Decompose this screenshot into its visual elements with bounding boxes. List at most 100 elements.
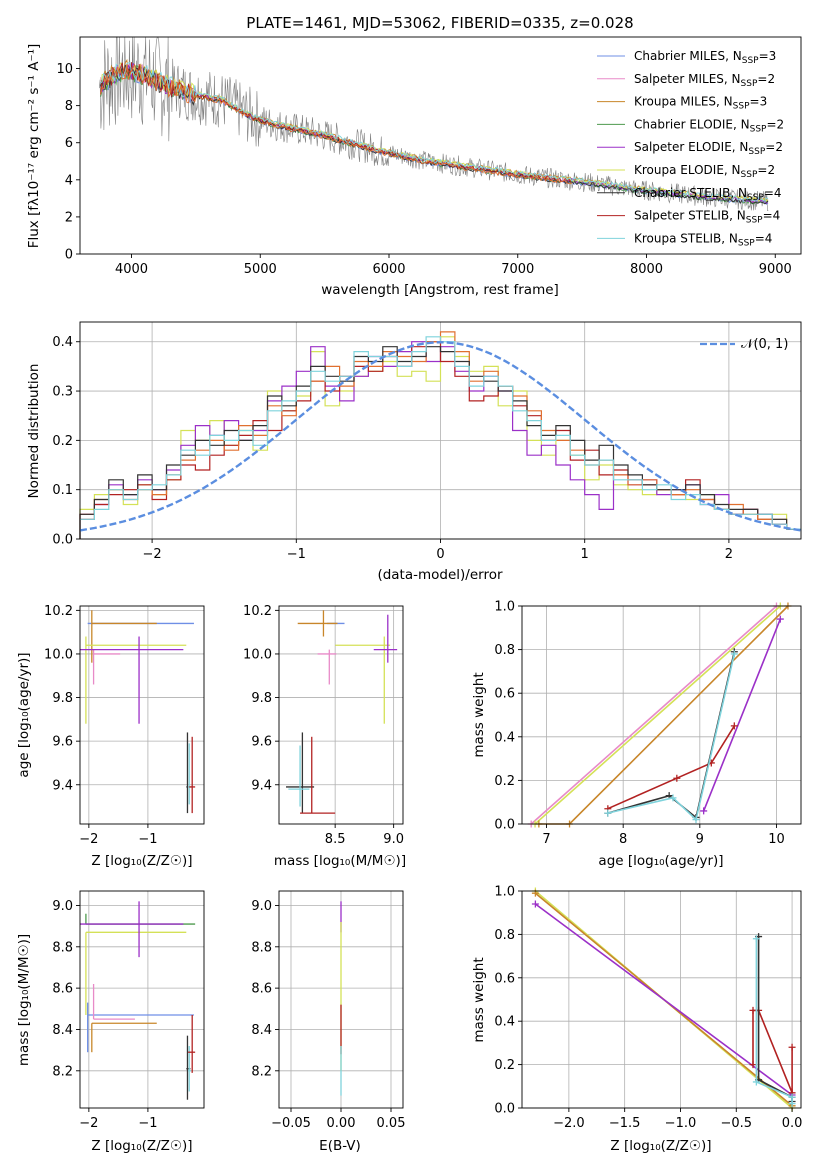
y-tick-label: 9.6: [251, 735, 272, 750]
x-tick-label: −1: [138, 1116, 157, 1131]
x-tick-label: −2: [79, 1116, 98, 1131]
age-vs-z-grid: [80, 606, 204, 824]
y-tick-label: 10.0: [44, 647, 73, 662]
mass-vs-z-frame: [79, 890, 205, 1109]
weight-vs-age-y-label: mass weight: [471, 672, 487, 757]
y-tick-label: 0.4: [494, 1015, 515, 1030]
y-tick-label: 10.0: [243, 647, 272, 662]
x-tick-label: 2: [725, 547, 733, 562]
x-tick-label: 0.0: [782, 1116, 803, 1131]
residual-x-label: (data-model)/error: [377, 567, 503, 583]
age-vs-mass-grid: [279, 606, 403, 824]
weight-vs-age-x-ticks: 7 8 9 10: [542, 824, 785, 847]
spectrum-y-label: Flux [fλ10⁻¹⁷ erg cm⁻² s⁻¹ A⁻¹]: [26, 44, 42, 249]
weight-marker: [692, 816, 700, 824]
y-tick-label: 0.0: [52, 533, 73, 548]
y-tick-label: 0.3: [52, 385, 73, 400]
age-vs-mass-x-label: mass [log₁₀(M/M☉)]: [274, 853, 406, 869]
x-tick-label: 8000: [630, 262, 663, 277]
y-tick-label: 9.0: [251, 899, 272, 914]
y-tick-label: 9.8: [251, 691, 272, 706]
legend-entry: Chabrier MILES, NSSP=3: [634, 49, 776, 66]
weight-vs-z-frame: [521, 890, 802, 1109]
residual-panel: −2 −1 0 1 2 0.0 0.1 0.2 0.3 0.4 (data-model)/err…: [26, 321, 802, 583]
spectrum-frame: [79, 36, 802, 255]
weight-vs-z-x-label: Z [log₁₀(Z/Z☉)]: [610, 1138, 711, 1154]
y-tick-label: 1.0: [494, 600, 515, 615]
legend-entry: Salpeter ELODIE, NSSP=2: [634, 140, 783, 157]
age-vs-z-frame: [79, 605, 205, 825]
x-tick-label: −2: [143, 547, 162, 562]
x-tick-label: −0.5: [720, 1116, 752, 1131]
residual-x-ticks: −2 −1 0 1 2: [143, 539, 733, 562]
weight-marker: [673, 774, 681, 782]
weight-vs-age-y-ticks: 0.0 0.2 0.4 0.6 0.8 1.0: [494, 600, 522, 833]
x-tick-label: −1.0: [665, 1116, 697, 1131]
mass-vs-ebv-x-ticks: −0.05 0.00 0.05: [271, 1108, 405, 1131]
y-tick-label: 10.2: [243, 604, 272, 619]
mass-vs-z-points: [80, 901, 196, 1100]
legend-entry: Kroupa MILES, NSSP=3: [634, 95, 767, 112]
weight-vs-age-x-label: age [log₁₀(age/yr)]: [598, 853, 723, 869]
y-tick-label: 8.8: [251, 940, 272, 955]
model-spectrum-chabrier-elodie: [100, 65, 769, 205]
y-tick-label: 9.8: [52, 691, 73, 706]
weight-marker: [700, 807, 708, 815]
weight-vs-z-panel: −2.0 −1.5 −1.0 −0.5 0.0 0.0 0.2 0.4 0.6 0.8 1.0 Z…: [471, 885, 802, 1155]
mass-vs-z-y-label: mass [log₁₀(M/M☉)]: [16, 934, 32, 1066]
x-tick-label: 9.0: [383, 832, 404, 847]
weight-line-salpeter-elodie: [534, 903, 793, 1096]
y-tick-label: 8.4: [251, 1023, 272, 1038]
weight-vs-age-panel: 7 8 9 10 0.0 0.2 0.4 0.6 0.8 1.0 age [log₁₀(age/…: [471, 600, 802, 869]
mass-vs-ebv-y-ticks: 8.2 8.4 8.6 8.8 9.0: [251, 899, 279, 1079]
residual-y-label: Normed distribution: [26, 364, 42, 499]
weight-vs-z-lines: [531, 887, 796, 1112]
age-vs-mass-points: [286, 610, 398, 814]
x-tick-label: 7: [542, 832, 550, 847]
histogram-kroupa-stelib: [79, 336, 801, 539]
x-tick-label: 5000: [244, 262, 277, 277]
weight-vs-age-grid: [522, 605, 801, 825]
x-tick-label: 1: [581, 547, 589, 562]
legend-entry: Chabrier ELODIE, NSSP=2: [634, 117, 784, 134]
x-tick-label: −1.5: [609, 1116, 641, 1131]
y-tick-label: 10.2: [44, 604, 73, 619]
weight-marker: [669, 794, 677, 802]
x-tick-label: 9000: [759, 262, 792, 277]
x-tick-label: 9: [696, 832, 704, 847]
mass-vs-z-y-ticks: 8.2 8.4 8.6 8.8 9.0: [52, 899, 80, 1079]
y-tick-label: 0.4: [52, 335, 73, 350]
legend-entry: Chabrier STELIB, NSSP=4: [634, 186, 782, 203]
weight-marker: [776, 615, 784, 623]
mass-vs-ebv-panel: −0.05 0.00 0.05 8.2 8.4 8.6 8.8 9.0 E(B-V): [251, 890, 405, 1154]
weight-vs-age-lines: [527, 602, 792, 828]
y-tick-label: 9.0: [52, 899, 73, 914]
legend-entry: Kroupa ELODIE, NSSP=2: [634, 163, 775, 180]
weight-marker: [730, 722, 738, 730]
x-tick-label: 6000: [372, 262, 405, 277]
weight-line-salpeter-elodie: [702, 618, 782, 812]
y-tick-label: 0.2: [494, 1058, 515, 1073]
age-vs-z-y-label: age [log₁₀(age/yr)]: [16, 652, 32, 777]
legend-entry: Kroupa STELIB, NSSP=4: [634, 231, 772, 248]
weight-line-salpeter-stelib: [607, 725, 735, 810]
mass-vs-z-x-ticks: −2 −1: [79, 1108, 157, 1131]
age-vs-z-x-ticks: −2 −1: [79, 824, 157, 847]
y-tick-label: 0: [65, 248, 73, 263]
model-spectrum-kroupa-elodie: [100, 62, 769, 202]
y-tick-label: 0.8: [494, 928, 515, 943]
y-tick-label: 0.6: [494, 687, 515, 702]
mass-vs-z-panel: −2 −1 8.2 8.4 8.6 8.8 9.0 Z [log₁₀(Z/Z☉)] mas…: [16, 890, 205, 1154]
x-tick-label: 8: [619, 832, 627, 847]
y-tick-label: 0.2: [52, 434, 73, 449]
spectrum-legend: Chabrier MILES, NSSP=3 Salpeter MILES, NS…: [597, 49, 784, 248]
mass-vs-z-x-label: Z [log₁₀(Z/Z☉)]: [91, 1138, 192, 1154]
weight-marker: [752, 935, 760, 943]
age-vs-z-points: [80, 610, 196, 814]
y-tick-label: 9.6: [52, 735, 73, 750]
x-tick-label: −2.0: [553, 1116, 585, 1131]
age-vs-mass-x-ticks: 8.5 9.0: [325, 824, 404, 847]
weight-line-salpeter-miles: [530, 605, 778, 825]
y-tick-label: 0.2: [494, 774, 515, 789]
